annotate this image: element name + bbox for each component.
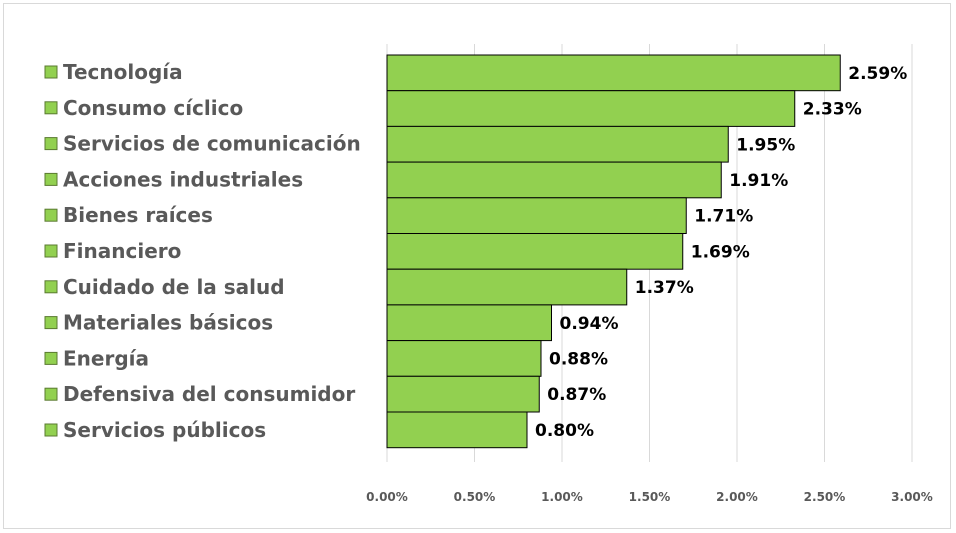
legend-label: Materiales básicos	[63, 311, 273, 335]
legend-swatch	[44, 172, 58, 186]
legend-swatch	[44, 137, 58, 151]
bar	[386, 197, 687, 235]
legend-label: Financiero	[63, 239, 181, 263]
bar	[386, 161, 722, 199]
data-label: 1.95%	[736, 135, 795, 155]
data-label: 0.87%	[547, 385, 606, 405]
data-label: 1.37%	[635, 278, 694, 298]
bar	[386, 233, 684, 270]
x-tick-label: 0.50%	[454, 490, 496, 504]
legend-label: Consumo cíclico	[63, 96, 243, 120]
legend-swatch	[44, 387, 58, 401]
data-label: 1.91%	[729, 171, 788, 191]
data-label: 2.59%	[848, 64, 907, 84]
x-tick-label: 3.00%	[891, 490, 933, 504]
legend-label: Servicios de comunicación	[63, 132, 361, 156]
x-tick-label: 1.50%	[629, 490, 671, 504]
data-label: 1.69%	[691, 242, 750, 262]
legend-label: Energía	[63, 346, 149, 370]
x-tick-label: 2.50%	[804, 490, 846, 504]
bar	[386, 411, 528, 449]
legend-label: Bienes raíces	[63, 203, 213, 227]
legend-swatch	[44, 65, 58, 79]
legend-swatch	[44, 316, 58, 330]
data-label: 0.80%	[535, 421, 594, 441]
legend-label: Acciones industriales	[63, 167, 303, 191]
data-label: 2.33%	[803, 100, 862, 120]
legend-label: Defensiva del consumidor	[63, 382, 355, 406]
legend-label: Tecnología	[63, 60, 183, 84]
x-tick-label: 0.00%	[366, 490, 408, 504]
legend-swatch	[44, 351, 58, 365]
data-label: 1.71%	[694, 207, 753, 227]
bar	[386, 340, 542, 377]
bar	[386, 304, 552, 342]
data-label: 0.94%	[560, 314, 619, 334]
legend-label: Cuidado de la salud	[63, 275, 285, 299]
x-tick-label: 2.00%	[716, 490, 758, 504]
bar	[386, 125, 729, 163]
bar	[386, 268, 628, 306]
legend-swatch	[44, 423, 58, 437]
legend-label: Servicios públicos	[63, 418, 266, 442]
bar	[386, 375, 540, 413]
legend-swatch	[44, 208, 58, 222]
bar	[386, 54, 841, 92]
legend-swatch	[44, 280, 58, 294]
legend-swatch	[44, 244, 58, 258]
data-label: 0.88%	[549, 349, 608, 369]
x-tick-label: 1.00%	[541, 490, 583, 504]
bar	[386, 90, 796, 127]
legend-swatch	[44, 101, 58, 115]
